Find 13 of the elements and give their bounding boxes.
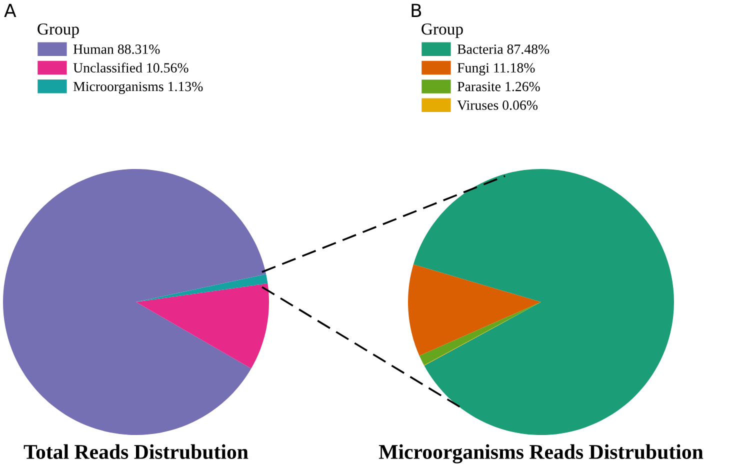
legend-label: Human 88.31% bbox=[73, 44, 160, 54]
legend-label: Viruses 0.06% bbox=[457, 100, 538, 110]
legend-title: Group bbox=[422, 23, 463, 38]
text: Microorganisms Reads Distrubution bbox=[378, 444, 704, 464]
legend-label: Bacteria 87.48% bbox=[457, 44, 550, 54]
text: B bbox=[412, 4, 422, 17]
legend-label: Unclassified 10.56% bbox=[73, 62, 188, 73]
legend-label: Fungi 11.18% bbox=[457, 63, 535, 76]
legend-label: Parasite 1.26% bbox=[457, 82, 540, 92]
text: Total Reads Distrubution bbox=[24, 444, 248, 460]
text: A bbox=[4, 4, 16, 17]
legend-title: Group bbox=[38, 23, 79, 38]
legend-label: Microorganisms 1.13% bbox=[73, 82, 203, 94]
